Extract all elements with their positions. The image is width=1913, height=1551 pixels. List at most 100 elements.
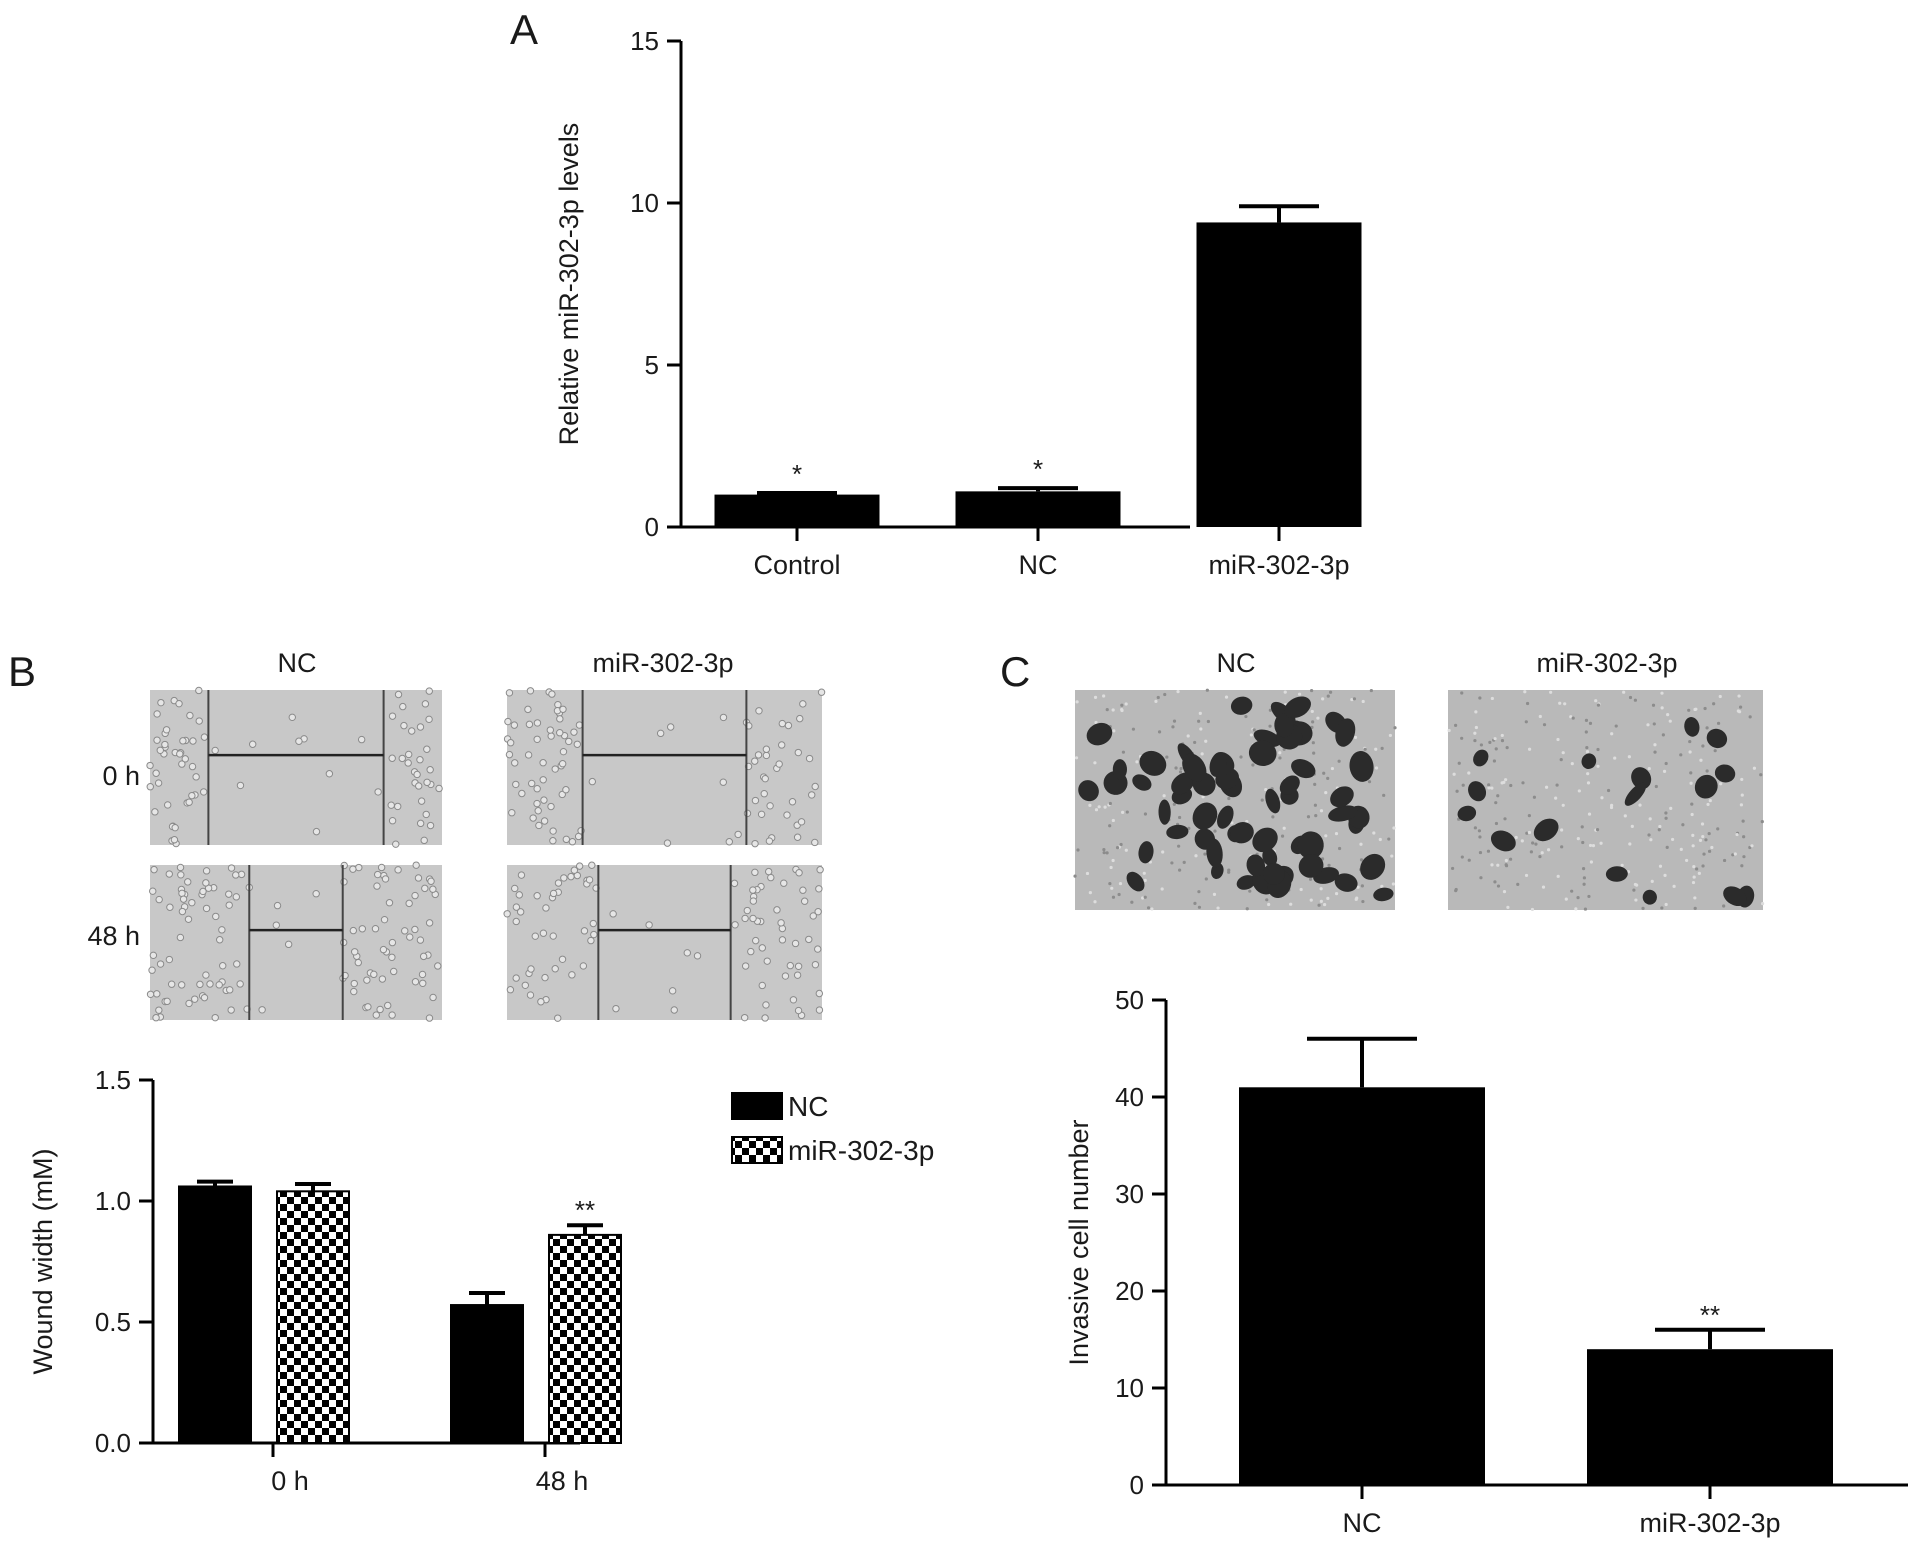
- cell: [524, 751, 533, 759]
- membrane-pore: [1741, 819, 1745, 823]
- stained-cell: [1206, 838, 1223, 868]
- cell: [549, 932, 557, 940]
- y-tick-label: 0: [645, 512, 659, 542]
- cell: [588, 777, 597, 786]
- membrane-pore: [1201, 795, 1205, 799]
- stained-cell: [1262, 863, 1285, 885]
- stained-cell: [1624, 782, 1647, 806]
- membrane-pore: [1516, 882, 1520, 887]
- cell: [719, 713, 728, 722]
- cell: [211, 1013, 219, 1022]
- membrane-pore: [1478, 835, 1482, 839]
- stained-cell: [1457, 805, 1477, 822]
- cell: [761, 1014, 769, 1022]
- cell: [751, 796, 760, 805]
- membrane-pore: [1076, 848, 1080, 852]
- membrane-pore: [1589, 860, 1594, 864]
- membrane-pore: [1571, 716, 1575, 720]
- cell: [425, 715, 433, 724]
- membrane-pore: [1695, 867, 1699, 871]
- membrane-pore: [1538, 714, 1542, 719]
- membrane-pore: [1626, 870, 1631, 874]
- y-tick-label: 20: [1115, 1276, 1144, 1306]
- cell: [177, 981, 186, 989]
- cell: [570, 866, 579, 874]
- stained-cell: [1349, 750, 1374, 782]
- cell: [515, 891, 523, 899]
- cell: [388, 712, 397, 720]
- cell: [155, 1006, 163, 1014]
- membrane-pore: [1157, 730, 1162, 734]
- cell: [176, 933, 185, 942]
- cell: [570, 728, 578, 736]
- cell: [554, 1014, 562, 1022]
- cell: [288, 713, 296, 722]
- cell: [556, 715, 564, 723]
- membrane-pore: [1227, 796, 1231, 801]
- cell: [504, 717, 512, 726]
- stained-cell: [1138, 841, 1154, 864]
- membrane-pore: [1740, 777, 1744, 782]
- membrane-pore: [1179, 766, 1183, 771]
- cell: [385, 899, 394, 907]
- membrane-pore: [1716, 827, 1720, 831]
- cell: [163, 801, 172, 809]
- cell: [816, 866, 824, 874]
- membrane-pore: [1319, 809, 1324, 813]
- membrane-pore: [1688, 739, 1692, 744]
- cell: [762, 1001, 770, 1009]
- significance-label: *: [1033, 454, 1043, 484]
- membrane-pore: [1664, 816, 1668, 820]
- membrane-pore: [1073, 874, 1077, 878]
- cell: [189, 737, 197, 745]
- stained-cell: [1334, 873, 1358, 892]
- stained-cell: [1642, 889, 1657, 905]
- membrane-pore: [1527, 830, 1531, 835]
- cell: [747, 947, 755, 956]
- membrane-pore: [1252, 728, 1256, 732]
- membrane-pore: [1525, 701, 1530, 706]
- membrane-pore: [1359, 842, 1363, 846]
- cell: [789, 996, 798, 1004]
- cell: [534, 807, 542, 815]
- membrane-pore: [1309, 898, 1313, 902]
- membrane-pore: [1326, 776, 1330, 780]
- cell: [512, 917, 520, 926]
- wound-healing-images: NC miR-302-3p 0 h 48 h: [87, 648, 826, 1022]
- cell: [539, 776, 547, 784]
- membrane-pore: [1587, 894, 1591, 899]
- membrane-pore: [1372, 831, 1376, 835]
- membrane-pore: [1200, 752, 1204, 756]
- cell: [814, 907, 822, 916]
- stained-cell: [1236, 875, 1256, 890]
- membrane-pore: [1660, 691, 1664, 695]
- membrane-pore: [1359, 858, 1364, 862]
- cell: [808, 791, 816, 799]
- cell: [517, 871, 526, 879]
- x-tick-label: miR-302-3p: [1639, 1508, 1780, 1538]
- membrane-pore: [1669, 806, 1673, 811]
- membrane-pore: [1670, 837, 1675, 842]
- stained-cell: [1158, 799, 1171, 825]
- cell: [178, 907, 187, 916]
- membrane-pore: [1369, 688, 1373, 693]
- membrane-pore: [1622, 690, 1626, 694]
- membrane-pore: [1380, 884, 1384, 888]
- membrane-pore: [1312, 751, 1316, 755]
- membrane-pore: [1154, 699, 1158, 703]
- membrane-pore: [1666, 713, 1670, 717]
- cell: [378, 975, 387, 983]
- cell: [421, 700, 430, 708]
- membrane-pore: [1204, 877, 1208, 881]
- cell: [150, 865, 158, 874]
- cell: [588, 861, 596, 869]
- membrane-pore: [1707, 849, 1712, 853]
- cell: [529, 814, 537, 822]
- membrane-pore: [1699, 758, 1703, 762]
- cell: [177, 871, 185, 879]
- membrane-pore: [1760, 902, 1765, 906]
- membrane-pore: [1308, 877, 1313, 881]
- cell: [670, 1006, 678, 1014]
- legend-swatch: [731, 1136, 783, 1164]
- membrane-pore: [1690, 812, 1694, 817]
